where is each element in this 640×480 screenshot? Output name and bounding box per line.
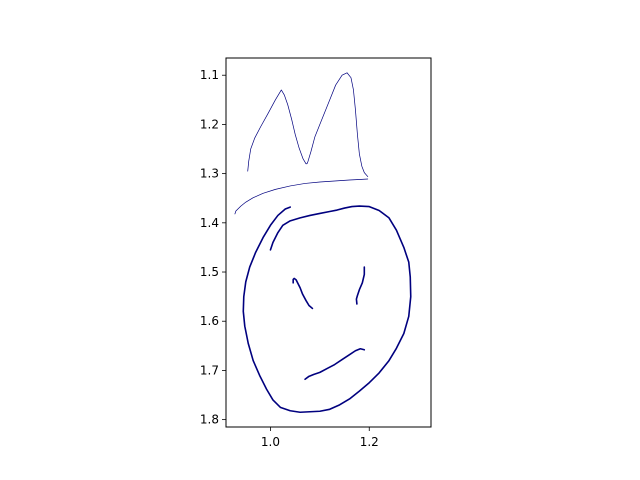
series-crown-base: [234, 178, 369, 215]
plot-area: 1.0 1.2 1.1 1.2 1.3 1.4 1.5 1.6 1.7 1.8: [200, 57, 432, 449]
y-tick-label: 1.4: [200, 216, 219, 230]
series-layer: [234, 72, 412, 414]
y-tick-label: 1.7: [200, 363, 219, 377]
x-tick-label: 1.0: [261, 435, 280, 449]
y-axis-ticks: 1.1 1.2 1.3 1.4 1.5 1.6 1.7 1.8: [200, 68, 226, 427]
y-tick-label: 1.3: [200, 167, 219, 181]
x-axis-ticks: 1.0 1.2: [261, 427, 379, 449]
series-mouth: [304, 347, 366, 381]
y-tick-label: 1.1: [200, 68, 219, 82]
y-tick-label: 1.2: [200, 117, 219, 131]
series-crown-outline: [247, 72, 369, 177]
y-tick-label: 1.8: [200, 413, 219, 427]
y-tick-label: 1.5: [200, 265, 219, 279]
x-tick-label: 1.2: [360, 435, 379, 449]
axes-frame: [225, 57, 432, 428]
y-tick-label: 1.6: [200, 314, 219, 328]
series-left-eye: [292, 277, 314, 310]
series-right-eye: [355, 266, 366, 305]
series-face-outline: [242, 205, 412, 414]
